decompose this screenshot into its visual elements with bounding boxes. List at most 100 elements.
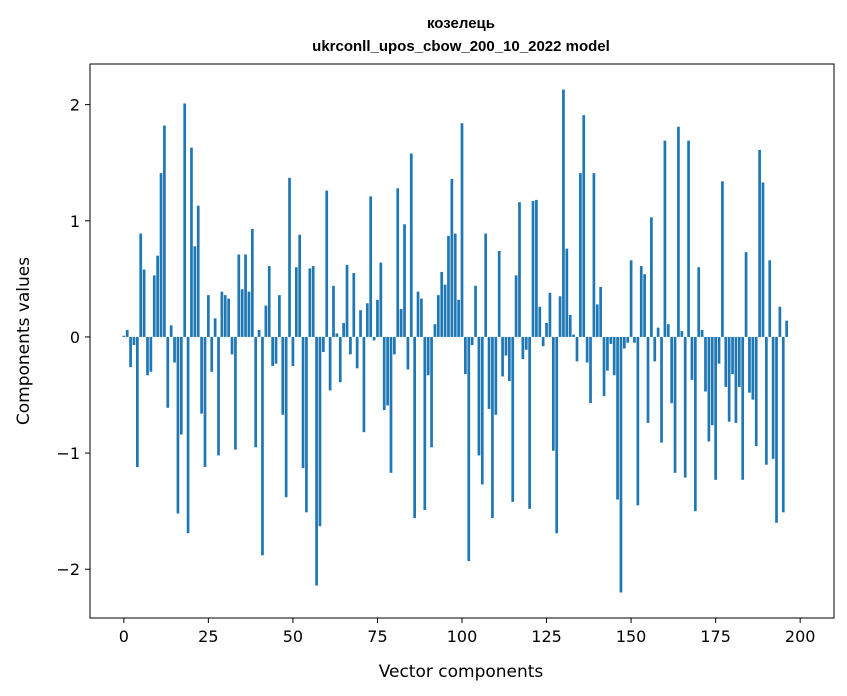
bar-128 [555,336,559,534]
bar-58 [318,336,322,527]
bar-121 [531,201,535,337]
bar-91 [430,336,433,448]
bar-53 [301,336,305,469]
bar-22 [196,205,200,337]
bar-90 [426,336,430,376]
bar-111 [497,250,501,337]
bar-89 [423,336,427,510]
bar-61 [328,336,332,391]
bar-4 [135,336,139,468]
bar-131 [565,248,569,337]
bar-122 [535,199,538,337]
bar-73 [369,196,373,337]
bar-97 [450,178,454,337]
bar-184 [744,252,748,337]
bar-77 [382,336,386,411]
bar-68 [352,273,356,337]
bar-177 [721,181,724,337]
bar-50 [291,336,295,366]
y-tick-label: −2 [56,560,80,579]
bar-24 [203,336,207,468]
bar-21 [193,246,197,337]
bar-100 [460,123,464,337]
bar-120 [528,336,531,509]
bar-140 [595,304,599,337]
bar-114 [507,336,511,382]
bar-178 [724,336,728,387]
bar-87 [416,291,420,337]
bar-151 [633,336,636,343]
bar-74 [372,336,376,341]
bar-113 [504,336,508,356]
bar-133 [572,334,575,337]
bar-35 [240,289,244,337]
x-tick-label: 50 [283,627,303,646]
bar-39 [254,336,258,448]
bar-70 [359,310,362,337]
bar-34 [237,254,241,337]
bar-48 [284,336,288,498]
x-axis-label: Vector components [379,662,544,682]
bar-16 [176,336,180,514]
bar-5 [139,233,143,337]
bar-110 [494,336,498,415]
bar-79 [389,336,393,473]
x-tick-label: 25 [198,627,218,646]
bar-183 [741,336,745,480]
bar-101 [464,336,467,375]
bar-118 [521,336,525,360]
bar-82 [399,309,403,337]
x-tick-label: 75 [367,627,387,646]
bar-103 [470,336,474,346]
bar-40 [257,329,261,337]
x-tick-label: 175 [700,627,731,646]
y-tick-label: 2 [70,96,80,115]
bar-14 [169,325,173,337]
bar-169 [693,336,697,512]
bar-63 [335,333,339,337]
bar-29 [220,291,224,337]
bar-2 [129,336,132,368]
bar-45 [274,336,278,364]
bar-190 [765,336,768,465]
bar-104 [474,285,477,337]
bar-18 [183,103,187,337]
bar-176 [717,336,721,364]
bar-156 [650,217,653,337]
bar-64 [338,336,342,383]
bar-28 [217,336,220,456]
bar-57 [315,336,318,586]
bar-19 [186,336,190,534]
bar-44 [271,336,274,366]
bar-160 [663,140,667,337]
x-tick-label: 150 [616,627,647,646]
bar-83 [403,224,406,337]
bar-52 [298,234,302,337]
bar-148 [622,336,626,349]
bar-10 [156,255,159,337]
bar-17 [179,336,183,435]
bar-7 [146,336,149,376]
bar-3 [132,336,136,346]
bar-51 [294,267,298,337]
bar-55 [308,268,312,337]
y-tick-label: 1 [70,212,80,231]
bar-46 [278,295,281,337]
bar-144 [609,336,613,344]
bar-134 [575,336,579,362]
bar-192 [771,336,775,459]
bar-196 [785,320,789,337]
bar-165 [680,331,684,337]
bar-166 [683,336,687,478]
bar-93 [436,295,440,337]
bar-36 [244,254,247,337]
bar-23 [200,336,203,414]
bar-167 [687,140,690,337]
bar-186 [751,336,755,400]
bar-116 [514,275,518,337]
bar-85 [409,153,413,337]
bar-6 [142,269,146,337]
bar-13 [166,336,170,408]
bar-69 [355,336,359,369]
